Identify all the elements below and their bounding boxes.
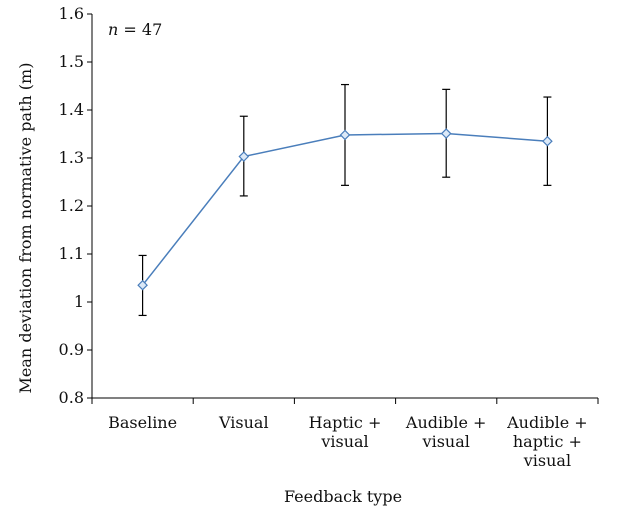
annotation-variable: n (108, 20, 118, 39)
y-tick-label: 0.8 (59, 388, 84, 407)
y-tick-label: 0.9 (59, 340, 84, 359)
x-tick-label: Audible + haptic + visual (506, 413, 588, 470)
series (137, 128, 553, 291)
y-tick-label: 1.4 (59, 100, 84, 119)
x-tick-label: Baseline (108, 413, 177, 432)
x-tick-label: Visual (218, 413, 269, 432)
y-tick-label: 1.2 (59, 196, 84, 215)
axes (91, 14, 598, 399)
annotation-value: = 47 (118, 20, 162, 39)
x-axis-label: Feedback type (284, 487, 402, 506)
x-tick-label: Audible + visual (405, 413, 487, 451)
data-point (238, 151, 250, 162)
sample-size-annotation: n = 47 (108, 20, 162, 39)
y-axis-label: Mean deviation from normative path (m) (16, 63, 35, 394)
x-axis-ticks: Baseline Visual Haptic + visual Audible + vis… (91, 398, 599, 470)
y-axis-ticks: 0.8 0.9 1 1.1 1.2 1.3 1.4 1.5 1.6 (59, 4, 92, 407)
error-bars (138, 83, 552, 317)
x-tick-label: Haptic + visual (309, 413, 382, 451)
data-point (542, 135, 553, 147)
y-tick-label: 1.1 (59, 244, 84, 263)
y-tick-label: 1 (74, 292, 84, 311)
data-point (440, 128, 452, 139)
y-tick-label: 1.5 (59, 52, 84, 71)
data-point (137, 279, 148, 291)
data-point (339, 129, 351, 141)
y-tick-label: 1.6 (59, 4, 84, 23)
y-tick-label: 1.3 (59, 148, 84, 167)
